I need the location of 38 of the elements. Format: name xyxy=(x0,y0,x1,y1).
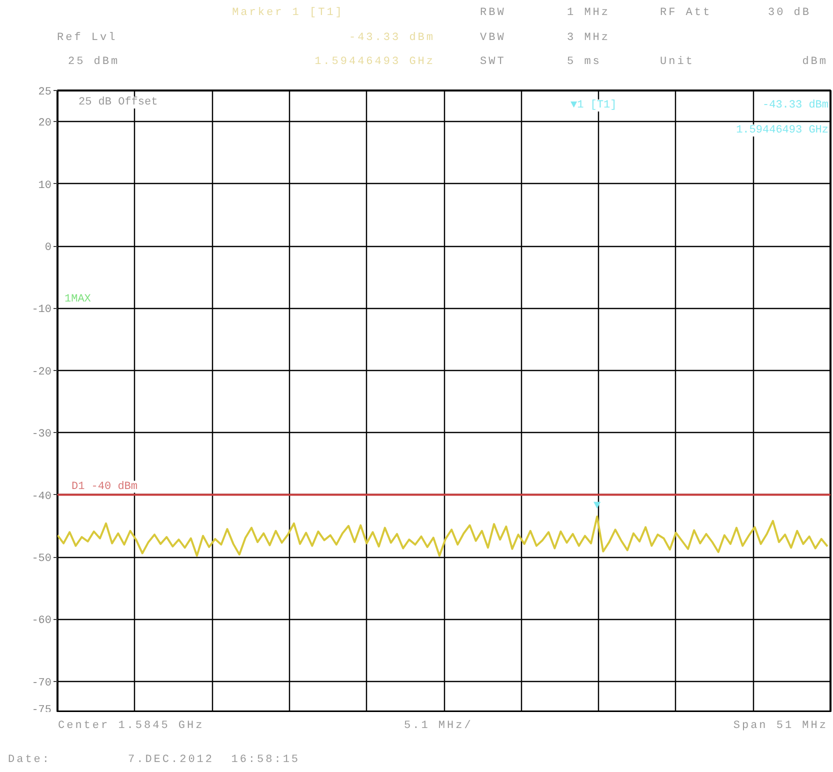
line-series xyxy=(58,516,828,557)
y-tick-label: 20 xyxy=(38,118,52,130)
text: 3 MHz xyxy=(567,31,610,46)
y-tick-label: -60 xyxy=(32,615,52,628)
text: dBm xyxy=(802,55,828,70)
annotation: 1.59446493 GHz xyxy=(736,124,829,136)
text: -43.33 dBm xyxy=(348,31,435,46)
text: RBW xyxy=(480,6,506,22)
annotation: -43.33 dBm xyxy=(762,100,829,112)
text: Ref Lvl xyxy=(57,31,118,46)
text: RF Att xyxy=(660,6,712,22)
y-tick-label: -10 xyxy=(32,304,52,316)
text: 7.DEC.2012 16:58:15 xyxy=(128,753,300,768)
text: 5.1 MHz/ xyxy=(404,719,473,734)
text: SWT xyxy=(480,55,506,70)
y-tick-label: -30 xyxy=(32,428,52,441)
y-tick-label: -50 xyxy=(32,553,52,565)
text: 5 ms xyxy=(567,55,602,70)
text: 25 dBm xyxy=(68,55,120,70)
annotation: ▼1 [T1] xyxy=(570,100,617,112)
y-tick-label: 10 xyxy=(38,180,52,192)
text: Unit xyxy=(660,55,694,70)
text: 1.59446493 GHz xyxy=(314,55,435,70)
text: VBW xyxy=(480,31,506,46)
text: Span 51 MHz xyxy=(733,719,828,734)
y-tick-label: 0 xyxy=(44,242,52,254)
text: 30 dB xyxy=(768,6,812,22)
text: Date: xyxy=(8,753,52,768)
ref-line-label: D1 -40 dBm xyxy=(72,480,138,493)
y-tick-label: -40 xyxy=(32,490,52,503)
text: 1 MHz xyxy=(567,6,610,22)
y-tick-label: 25 xyxy=(38,86,52,98)
text: Marker 1 [T1] xyxy=(232,6,344,22)
annotation: 25 dB Offset xyxy=(78,96,158,108)
y-tick-label: -20 xyxy=(32,366,52,378)
text: Center 1.5845 GHz xyxy=(58,719,204,734)
annotation: 1MAX xyxy=(64,294,92,306)
y-tick-label: -70 xyxy=(32,677,52,690)
